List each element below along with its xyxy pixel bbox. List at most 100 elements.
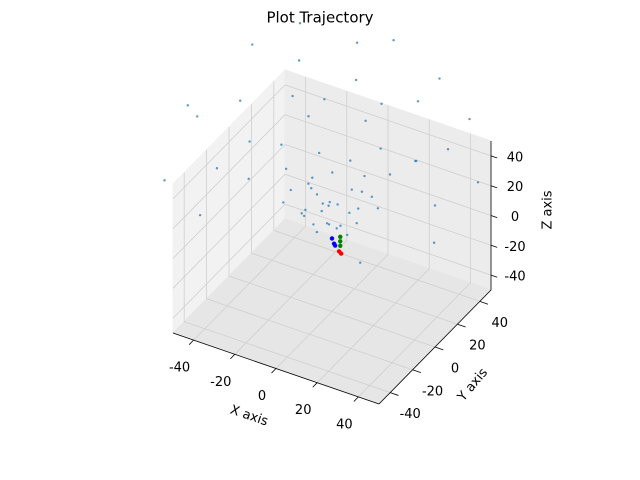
trajectory-point bbox=[338, 251, 344, 256]
scatter-point bbox=[416, 100, 420, 103]
y-tick bbox=[412, 369, 421, 374]
y-tick-label: -40 bbox=[400, 407, 421, 422]
scatter-point bbox=[311, 176, 314, 179]
y-axis-label: Y axis bbox=[454, 365, 491, 405]
scatter-point bbox=[414, 159, 417, 163]
x-tick bbox=[230, 354, 236, 360]
grid-line bbox=[284, 173, 492, 246]
scatter-point bbox=[298, 22, 302, 25]
scatter-point bbox=[247, 177, 250, 181]
scatter-point bbox=[392, 39, 395, 42]
scatter-point bbox=[345, 233, 349, 237]
x-tick-label: 20 bbox=[295, 403, 312, 418]
scatter-point bbox=[379, 147, 382, 150]
scatter-point bbox=[328, 200, 331, 204]
z-tick-label: 20 bbox=[507, 180, 524, 195]
scatter-point bbox=[310, 186, 313, 190]
z-tick bbox=[490, 185, 498, 189]
scatter-point bbox=[339, 224, 342, 227]
z-tick-label: 40 bbox=[507, 150, 524, 165]
z-tick bbox=[490, 155, 498, 159]
y-tick-label: 40 bbox=[492, 316, 509, 331]
scatter-point bbox=[321, 202, 324, 205]
trajectory-point bbox=[329, 236, 335, 241]
x-tick-label: 0 bbox=[258, 389, 266, 404]
scatter-point bbox=[163, 179, 166, 182]
grid-line bbox=[184, 321, 391, 393]
scatter-point bbox=[318, 151, 321, 155]
x-tick bbox=[271, 368, 277, 374]
x-axis-label: X axis bbox=[228, 403, 270, 430]
scatter-point bbox=[196, 115, 199, 118]
trajectory-point bbox=[338, 239, 343, 244]
z-tick bbox=[490, 274, 498, 278]
chart-title: Plot Trajectory bbox=[266, 9, 373, 27]
scatter-point bbox=[251, 43, 254, 46]
scatter-point bbox=[355, 221, 358, 225]
grid-line bbox=[273, 230, 480, 302]
y-tick-label: 20 bbox=[469, 339, 486, 354]
scatter-point bbox=[327, 204, 330, 207]
grid-line bbox=[284, 203, 492, 276]
scatter-point bbox=[360, 190, 364, 193]
scatter-point bbox=[315, 230, 319, 234]
scatter-point bbox=[215, 167, 219, 170]
scatter-point bbox=[359, 261, 362, 264]
scatter-point bbox=[289, 188, 292, 192]
scatter-point bbox=[335, 227, 338, 230]
scatter-point bbox=[284, 167, 288, 171]
trajectory-point bbox=[332, 243, 338, 248]
scatter-point bbox=[433, 204, 437, 207]
scatter-point bbox=[349, 159, 352, 162]
scatter-point bbox=[446, 148, 450, 151]
scatter-point bbox=[307, 182, 310, 185]
grid-line bbox=[172, 174, 286, 289]
scatter-point bbox=[376, 207, 380, 210]
x-tick bbox=[188, 339, 194, 345]
scatter-point bbox=[432, 241, 436, 244]
scatter-point bbox=[355, 78, 358, 82]
y-tick bbox=[457, 323, 466, 328]
x-axis-line bbox=[172, 332, 380, 405]
z-tick bbox=[490, 244, 498, 248]
scatter-point bbox=[336, 203, 339, 206]
grid-line bbox=[172, 203, 286, 319]
scatter-point bbox=[476, 181, 480, 184]
scatter-point bbox=[307, 115, 310, 118]
scatter-point bbox=[300, 212, 303, 215]
scatter-point bbox=[348, 211, 351, 215]
scatter-point bbox=[302, 214, 306, 218]
y-tick-label: 0 bbox=[451, 362, 459, 377]
trajectory-point bbox=[338, 234, 343, 240]
y-tick bbox=[479, 301, 489, 305]
scatter-point bbox=[364, 119, 367, 123]
scatter-point bbox=[291, 94, 294, 98]
scatter-point bbox=[370, 195, 374, 199]
z-tick bbox=[490, 215, 498, 219]
x-tick-label: -20 bbox=[210, 375, 231, 390]
y-tick-label: -20 bbox=[422, 384, 443, 399]
grid-line bbox=[172, 144, 286, 259]
scatter-point bbox=[323, 98, 326, 101]
x-tick-label: -40 bbox=[169, 361, 190, 376]
grid-line bbox=[284, 144, 492, 216]
z-tick-label: -20 bbox=[504, 240, 525, 255]
scatter-point bbox=[355, 41, 359, 44]
grid-line bbox=[284, 84, 492, 157]
scatter-point bbox=[198, 213, 202, 217]
grid-line bbox=[284, 114, 492, 187]
scatter-point bbox=[350, 188, 353, 191]
x-tick bbox=[353, 396, 359, 402]
scatter-point bbox=[468, 117, 471, 121]
x-tick bbox=[312, 382, 318, 388]
x-tick-label: 40 bbox=[336, 417, 353, 432]
z-tick-label: 0 bbox=[511, 210, 519, 225]
grid-line bbox=[172, 114, 286, 229]
scatter-point bbox=[239, 99, 242, 102]
scatter-point bbox=[282, 201, 285, 204]
grid-line bbox=[206, 298, 413, 371]
scatter-point bbox=[363, 174, 366, 178]
scatter-point bbox=[380, 102, 383, 106]
scatter-point bbox=[388, 173, 392, 176]
